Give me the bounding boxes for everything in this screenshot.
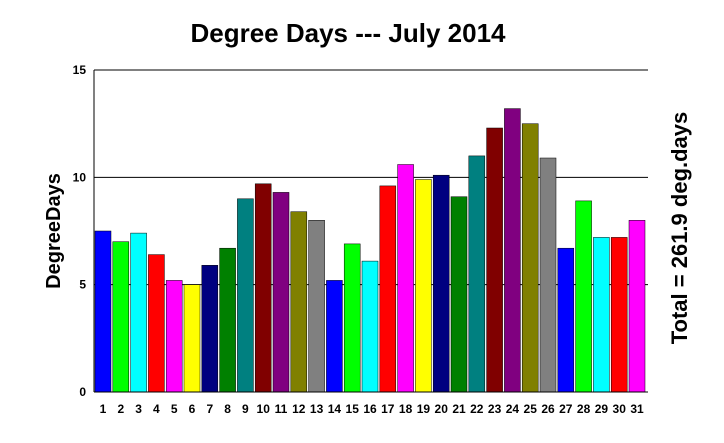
bar-day-15 (343, 243, 361, 393)
x-tick-label: 4 (153, 402, 160, 416)
x-tick-label: 12 (292, 402, 306, 416)
x-tick-label: 30 (613, 402, 627, 416)
y-tick-label: 10 (73, 170, 87, 184)
x-tick-label: 8 (224, 402, 231, 416)
y-tick-label: 15 (73, 63, 87, 77)
bar-day-5 (165, 280, 183, 393)
x-tick-label: 5 (171, 402, 178, 416)
x-tick-label: 19 (417, 402, 431, 416)
x-tick-label: 21 (452, 402, 466, 416)
bars-group (94, 108, 646, 393)
bar-day-29 (593, 237, 610, 393)
total-degree-days-label: Total = 261.9 deg.days (667, 112, 692, 345)
bar-day-10 (254, 183, 272, 393)
x-tick-label: 16 (363, 402, 377, 416)
bar-day-23 (486, 127, 503, 393)
x-tick-label: 15 (346, 402, 360, 416)
axes (93, 70, 648, 393)
x-tick-labels: 1 2 3 4 5 6 7 8 9 10 11 12 13 14 15 16 17 18 19 20 21 22 23 24 2… (100, 402, 644, 416)
x-tick-label: 26 (541, 402, 555, 416)
x-tick-label: 9 (242, 402, 249, 416)
y-axis-label: DegreeDays (43, 173, 65, 289)
x-tick-label: 10 (257, 402, 271, 416)
bar-day-30 (610, 237, 628, 393)
x-tick-label: 17 (381, 402, 395, 416)
y-tick-labels: 0 5 10 15 (73, 63, 87, 399)
bar-day-31 (628, 220, 646, 393)
bar-day-4 (148, 254, 165, 393)
bar-day-6 (183, 284, 201, 393)
x-tick-label: 31 (630, 402, 644, 416)
bar-day-14 (326, 280, 343, 393)
x-tick-label: 3 (135, 402, 142, 416)
bar-day-8 (219, 247, 236, 393)
y-tick-label: 0 (79, 385, 86, 399)
x-tick-label: 13 (310, 402, 324, 416)
bar-day-7 (201, 265, 219, 393)
bar-day-26 (539, 157, 557, 393)
chart-title: Degree Days --- July 2014 (190, 18, 506, 48)
bar-day-17 (379, 185, 397, 393)
x-tick-label: 25 (524, 402, 538, 416)
bar-day-19 (415, 179, 432, 393)
bar-day-18 (397, 164, 414, 393)
bar-day-2 (112, 241, 130, 393)
x-tick-label: 22 (470, 402, 484, 416)
x-tick-label: 2 (117, 402, 124, 416)
x-tick-label: 18 (399, 402, 413, 416)
x-tick-label: 14 (328, 402, 342, 416)
x-tick-label: 11 (275, 402, 288, 416)
x-tick-label: 23 (488, 402, 502, 416)
bar-day-25 (521, 123, 539, 393)
bar-day-27 (557, 247, 575, 393)
x-tick-label: 20 (435, 402, 449, 416)
bar-day-21 (450, 196, 468, 393)
bar-day-28 (575, 200, 592, 393)
x-tick-label: 7 (206, 402, 213, 416)
bar-day-20 (432, 174, 450, 393)
bar-day-16 (361, 260, 379, 393)
bar-day-13 (308, 220, 325, 393)
bar-day-22 (468, 155, 486, 393)
x-tick-label: 6 (189, 402, 196, 416)
bar-day-12 (290, 211, 308, 393)
bar-day-11 (272, 192, 290, 393)
x-tick-label: 29 (595, 402, 609, 416)
x-tick-label: 28 (577, 402, 591, 416)
bar-day-24 (504, 108, 521, 393)
bar-day-1 (94, 230, 112, 393)
y-tick-label: 5 (79, 278, 86, 292)
bar-day-3 (130, 232, 147, 393)
bar-day-9 (237, 198, 254, 393)
x-tick-label: 24 (506, 402, 520, 416)
x-tick-label: 27 (559, 402, 573, 416)
x-tick-label: 1 (100, 402, 107, 416)
